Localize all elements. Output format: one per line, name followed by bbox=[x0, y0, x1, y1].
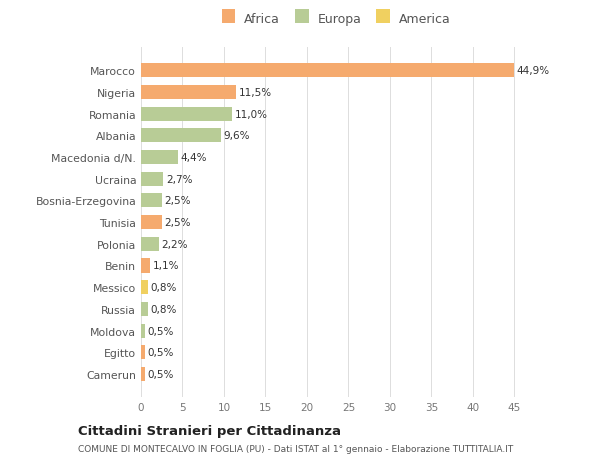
Text: 11,5%: 11,5% bbox=[239, 88, 272, 98]
Bar bbox=[141, 280, 148, 295]
Bar bbox=[141, 346, 145, 359]
Text: 44,9%: 44,9% bbox=[516, 66, 549, 76]
Bar bbox=[141, 216, 162, 230]
Bar bbox=[141, 302, 148, 316]
Bar bbox=[141, 129, 221, 143]
Bar bbox=[141, 86, 236, 100]
Bar bbox=[141, 237, 159, 251]
Bar bbox=[141, 64, 514, 78]
Bar bbox=[141, 259, 150, 273]
Bar bbox=[141, 324, 145, 338]
Text: 2,7%: 2,7% bbox=[166, 174, 193, 185]
Bar bbox=[141, 172, 163, 186]
Text: 0,5%: 0,5% bbox=[148, 369, 174, 379]
Text: 0,5%: 0,5% bbox=[148, 347, 174, 358]
Text: 2,5%: 2,5% bbox=[164, 218, 191, 228]
Legend: Africa, Europa, America: Africa, Europa, America bbox=[218, 9, 454, 29]
Bar bbox=[141, 151, 178, 165]
Text: 11,0%: 11,0% bbox=[235, 109, 268, 119]
Text: 0,8%: 0,8% bbox=[150, 283, 176, 292]
Text: 0,5%: 0,5% bbox=[148, 326, 174, 336]
Bar bbox=[141, 194, 162, 208]
Text: COMUNE DI MONTECALVO IN FOGLIA (PU) - Dati ISTAT al 1° gennaio - Elaborazione TU: COMUNE DI MONTECALVO IN FOGLIA (PU) - Da… bbox=[78, 444, 513, 453]
Text: 4,4%: 4,4% bbox=[180, 153, 206, 162]
Text: 2,2%: 2,2% bbox=[162, 239, 188, 249]
Text: 2,5%: 2,5% bbox=[164, 196, 191, 206]
Text: Cittadini Stranieri per Cittadinanza: Cittadini Stranieri per Cittadinanza bbox=[78, 424, 341, 437]
Bar bbox=[141, 367, 145, 381]
Text: 9,6%: 9,6% bbox=[223, 131, 250, 141]
Text: 1,1%: 1,1% bbox=[152, 261, 179, 271]
Bar bbox=[141, 107, 232, 122]
Text: 0,8%: 0,8% bbox=[150, 304, 176, 314]
